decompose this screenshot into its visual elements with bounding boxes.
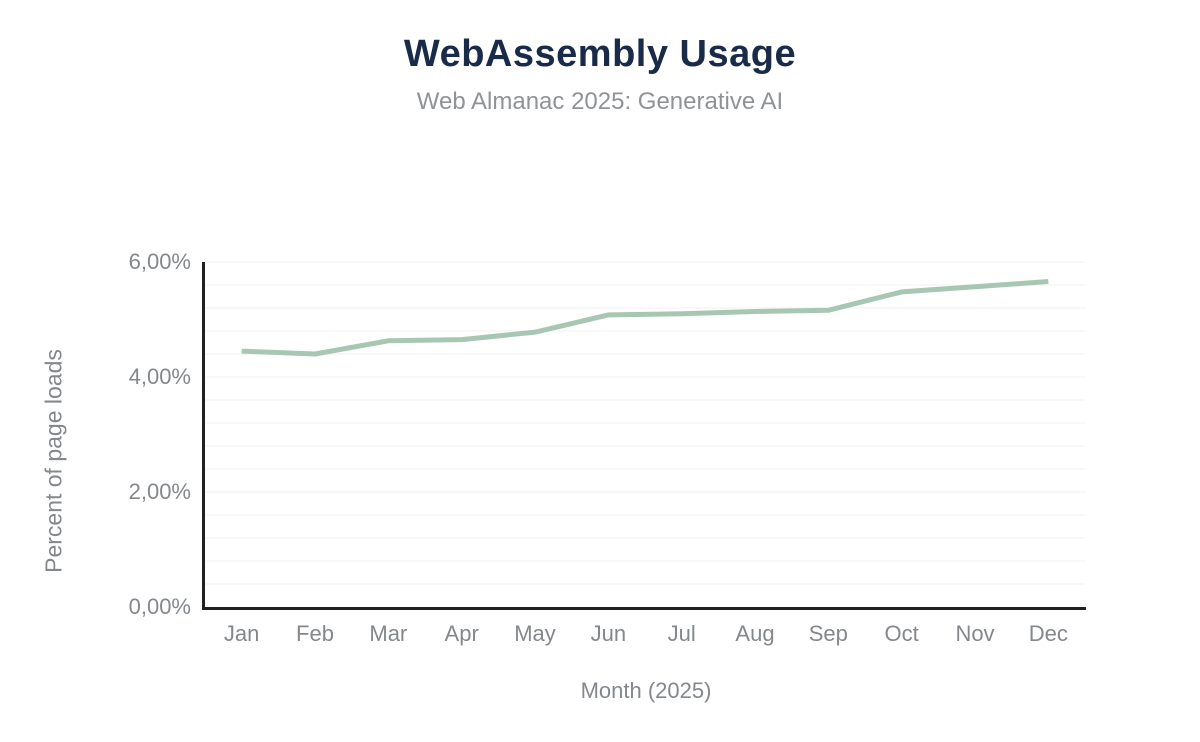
x-axis-title: Month (2025) [580, 678, 712, 703]
x-tick-label: Aug [735, 621, 774, 646]
chart-title: WebAssembly Usage [403, 33, 797, 75]
x-tick-label: Sep [809, 621, 848, 646]
x-tick-label: Jul [668, 621, 696, 646]
x-tick-label: Jun [591, 621, 626, 646]
x-tick-label: Apr [445, 621, 479, 646]
y-axis-title: Percent of page loads [40, 349, 67, 573]
y-tick-label: 2,00% [129, 479, 191, 504]
x-tick-label: May [514, 621, 556, 646]
x-tick-label: Nov [955, 621, 994, 646]
chart-subtitle: Web Almanac 2025: Generative AI [416, 88, 784, 115]
x-tick-label: Jan [224, 621, 259, 646]
x-tick-label: Dec [1029, 621, 1068, 646]
y-tick-label: 4,00% [129, 364, 191, 389]
usage-line [241, 279, 1049, 357]
x-tick-label: Mar [369, 621, 407, 646]
x-tick-label: Oct [885, 621, 919, 646]
y-tick-label: 6,00% [129, 249, 191, 274]
y-tick-label: 0,00% [129, 594, 191, 619]
x-tick-label: Feb [296, 621, 334, 646]
